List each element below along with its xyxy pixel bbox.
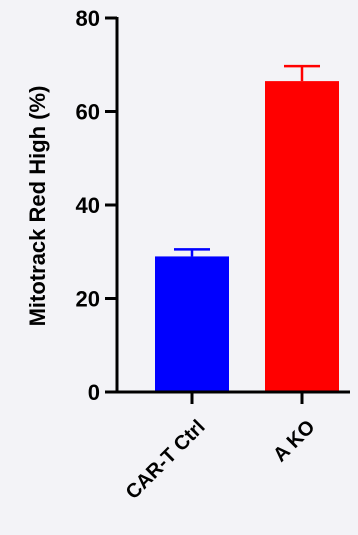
y-tick-label: 60 (76, 100, 100, 125)
y-tick-label: 40 (76, 193, 100, 218)
x-tick-label: CAR-T Ctrl (122, 416, 210, 504)
y-tick-label: 80 (76, 6, 100, 31)
x-axis-ticks: CAR-T Ctrl A KO (122, 392, 320, 504)
bars (155, 81, 339, 393)
y-tick-label: 0 (88, 380, 100, 405)
error-bars (174, 64, 320, 257)
bar (265, 81, 339, 393)
bar (155, 256, 229, 392)
y-axis-ticks: 0 20 40 60 80 (76, 6, 117, 405)
y-tick-label: 20 (76, 287, 100, 312)
y-axis-title: Mitotrack Red High (%) (25, 86, 50, 327)
x-tick-label: A KO (269, 416, 319, 466)
